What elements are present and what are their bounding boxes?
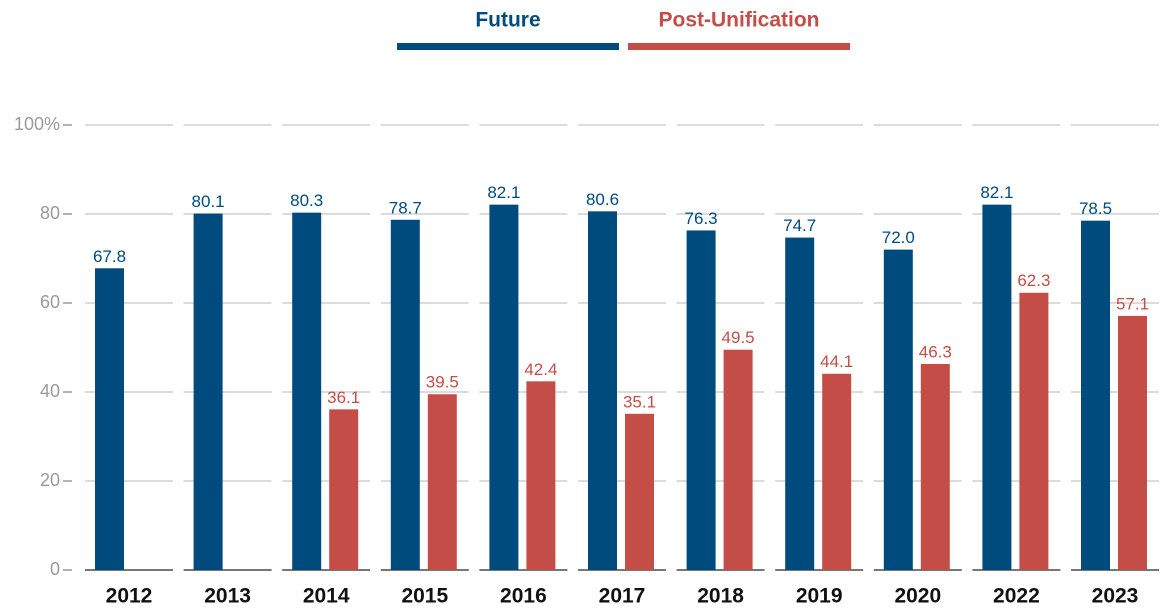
- value-label: 76.3: [685, 209, 718, 228]
- value-label: 82.1: [980, 183, 1013, 202]
- bar: [526, 381, 556, 570]
- value-label: 62.3: [1017, 271, 1050, 290]
- x-tick-label: 2019: [796, 585, 843, 608]
- bar: [292, 212, 322, 571]
- legend-label: Future: [475, 9, 540, 32]
- bar: [785, 237, 815, 570]
- bar: [920, 363, 950, 570]
- x-tick-label: 2022: [993, 585, 1040, 608]
- value-label: 74.7: [783, 216, 816, 235]
- x-tick-label: 2023: [1092, 585, 1139, 608]
- bar: [686, 230, 716, 570]
- x-tick-label: 2020: [894, 585, 941, 608]
- bar: [329, 409, 359, 570]
- bar: [588, 211, 617, 570]
- y-tick-label: 0: [50, 559, 60, 579]
- x-tick-label: 2016: [500, 585, 547, 608]
- value-label: 78.7: [389, 198, 422, 217]
- bar: [982, 204, 1012, 570]
- legend-swatch: [397, 43, 619, 50]
- value-label: 44.1: [820, 352, 853, 371]
- y-tick-label: 100%: [14, 114, 60, 134]
- bar: [95, 268, 124, 570]
- value-label: 78.5: [1079, 199, 1112, 218]
- bar: [489, 204, 519, 570]
- bar: [625, 413, 654, 570]
- bar: [1118, 315, 1147, 570]
- bar: [390, 219, 420, 570]
- y-tick-label: 40: [40, 381, 60, 401]
- bar: [1019, 292, 1049, 570]
- value-label: 82.1: [487, 183, 520, 202]
- bar: [822, 373, 852, 570]
- x-tick-label: 2013: [204, 585, 251, 608]
- bar: [723, 349, 753, 570]
- y-tick-label: 60: [40, 292, 60, 312]
- value-label: 36.1: [327, 388, 360, 407]
- bar: [1081, 220, 1110, 571]
- legend-swatch: [628, 43, 850, 50]
- value-label: 57.1: [1116, 294, 1149, 313]
- bar: [193, 213, 223, 570]
- value-label: 35.1: [623, 392, 656, 411]
- y-tick-label: 20: [40, 470, 60, 490]
- value-label: 67.8: [93, 247, 126, 266]
- value-label: 80.3: [290, 191, 323, 210]
- x-tick-label: 2017: [599, 585, 646, 608]
- value-label: 42.4: [524, 360, 557, 379]
- x-tick-label: 2015: [401, 585, 448, 608]
- bar: [883, 249, 913, 570]
- x-tick-label: 2012: [106, 585, 153, 608]
- x-tick-label: 2018: [697, 585, 744, 608]
- value-label: 80.1: [192, 192, 225, 211]
- value-label: 80.6: [586, 190, 619, 209]
- legend-label: Post-Unification: [659, 9, 820, 32]
- x-tick-label: 2014: [303, 585, 350, 608]
- value-label: 46.3: [919, 342, 952, 361]
- bar: [427, 394, 457, 570]
- value-label: 72.0: [882, 228, 915, 247]
- value-label: 49.5: [722, 328, 755, 347]
- y-tick-label: 80: [40, 203, 60, 223]
- value-label: 39.5: [426, 373, 459, 392]
